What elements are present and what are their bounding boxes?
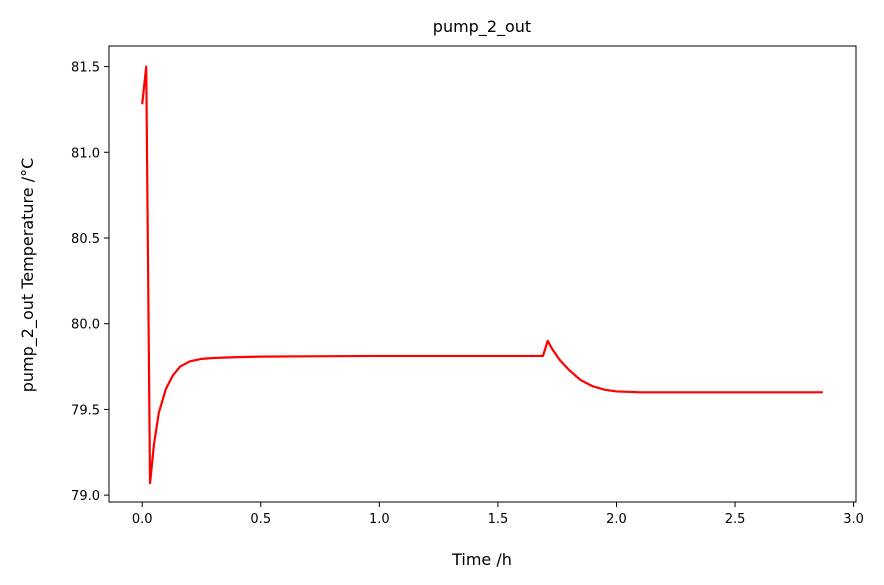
y-tick-label: 79.0: [71, 489, 100, 504]
x-axis-title: Time /h: [451, 550, 512, 569]
y-tick-label: 81.5: [71, 61, 100, 76]
plot-frame: [108, 45, 857, 503]
y-tick-label: 80.5: [71, 232, 100, 247]
plot-area: 0.0 0.5 1.0 1.5 2.0 2.5 3.0 79.0 79.5 80.0 80.5 81.…: [71, 45, 864, 527]
chart-title: pump_2_out: [433, 17, 531, 37]
x-tick-label: 3.0: [843, 512, 864, 527]
x-tick-label: 1.0: [369, 512, 390, 527]
x-tick-label: 2.0: [606, 512, 627, 527]
x-tick-label: 0.0: [132, 512, 153, 527]
y-tick-label: 80.0: [71, 318, 100, 333]
y-axis-title: pump_2_out Temperature /°C: [18, 158, 38, 393]
x-tick-label: 2.5: [725, 512, 746, 527]
x-tick-label: 1.5: [488, 512, 509, 527]
y-tick-label: 79.5: [71, 403, 100, 418]
series-line-0: [141, 65, 823, 485]
x-tick-label: 0.5: [250, 512, 271, 527]
y-tick-label: 81.0: [71, 146, 100, 161]
